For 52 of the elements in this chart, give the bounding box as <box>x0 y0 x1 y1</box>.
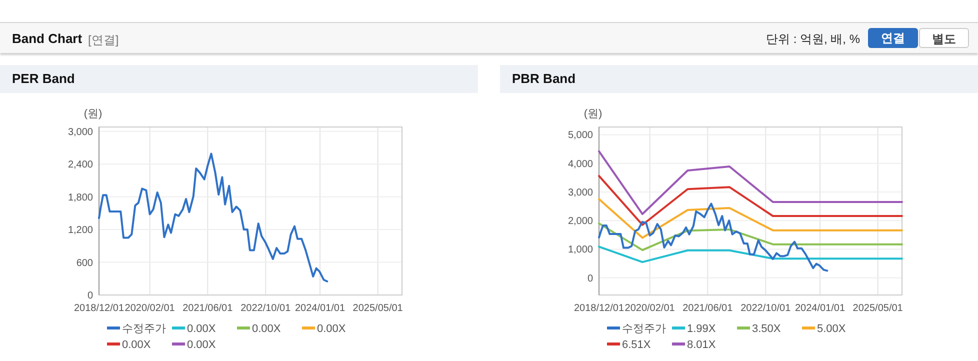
x-tick-label: 2018/12/01 <box>574 303 624 314</box>
text: 별도 <box>919 28 969 48</box>
y-tick-label: 3,000 <box>568 187 594 198</box>
legend-label: 1.99X <box>687 323 716 335</box>
line-series <box>598 198 903 239</box>
y-tick-label: 5,000 <box>568 130 594 142</box>
text: 연결 <box>868 28 918 48</box>
y-tick-label: 600 <box>76 258 94 269</box>
y-tick-label: 0 <box>587 273 594 284</box>
line-series <box>598 202 828 272</box>
legend-label: 0.00X <box>187 339 216 351</box>
y-axis-title: (원) <box>84 108 102 120</box>
y-tick-label: 1,200 <box>68 225 94 236</box>
line-series <box>98 152 328 282</box>
text: Band Chart <box>12 31 82 46</box>
x-tick-label: 2025/05/01 <box>352 303 404 314</box>
x-tick-label: 2025/05/01 <box>852 303 904 314</box>
y-tick-label: 2,000 <box>568 216 594 228</box>
legend-label: 3.50X <box>752 323 782 335</box>
y-axis-title: (원) <box>584 108 602 120</box>
legend-label: 8.01X <box>687 339 716 351</box>
x-tick-label: 2018/12/01 <box>74 303 124 314</box>
x-tick-label: 2021/06/01 <box>182 303 234 314</box>
x-tick-label: 2020/02/01 <box>124 303 176 314</box>
y-tick-label: 1,800 <box>68 192 94 204</box>
y-tick-label: 1,000 <box>568 244 594 256</box>
legend-label: 0.00X <box>122 339 152 351</box>
text: 단위 : 억원, 배, % <box>766 31 860 48</box>
legend-label: 6.51X <box>622 339 652 351</box>
legend-label: 수정주가 <box>122 323 166 335</box>
legend-label: 0.00X <box>252 323 282 335</box>
x-tick-label: 2022/10/01 <box>740 303 792 314</box>
x-tick-label: 2024/01/01 <box>794 303 846 314</box>
line-series <box>598 222 903 252</box>
text: [연결] <box>88 32 119 49</box>
x-tick-label: 2022/10/01 <box>240 303 292 314</box>
y-tick-label: 2,400 <box>68 160 94 171</box>
legend-label: 0.00X <box>317 323 346 335</box>
x-tick-label: 2024/01/01 <box>294 303 346 314</box>
x-tick-label: 2021/06/01 <box>682 303 734 314</box>
chart-title: PBR Band <box>500 65 978 93</box>
chart-title: PER Band <box>0 65 478 93</box>
line-series <box>598 150 903 216</box>
y-tick-label: 0 <box>87 290 94 302</box>
y-tick-label: 4,000 <box>568 158 594 170</box>
legend-label: 5.00X <box>817 323 846 335</box>
y-tick-label: 3,000 <box>68 126 94 138</box>
legend-label: 수정주가 <box>622 323 666 335</box>
line-series <box>598 246 903 264</box>
legend-label: 0.00X <box>187 323 216 335</box>
x-tick-label: 2020/02/01 <box>624 303 676 314</box>
line-series <box>598 174 903 226</box>
